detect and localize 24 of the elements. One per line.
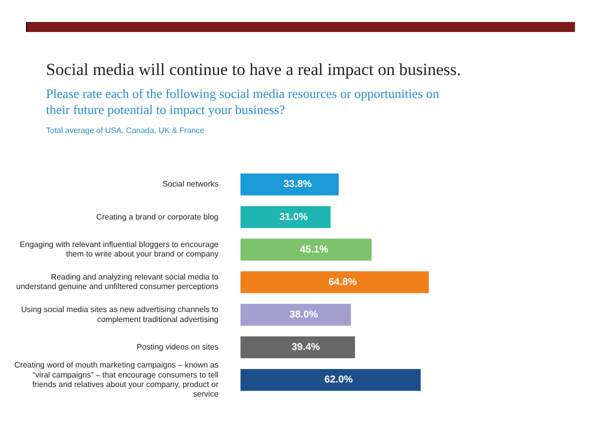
- bar: [240, 336, 356, 358]
- data-label: 33.8%: [283, 179, 312, 190]
- y-tick-label: Posting videos on sites: [136, 342, 218, 352]
- data-label: 31.0%: [279, 212, 308, 223]
- data-label: 62.0%: [324, 374, 353, 386]
- bar: [240, 238, 372, 261]
- y-tick-label: Using social media sites as new advertising channels to complement traditional advertising: [21, 305, 220, 324]
- chart-title: Social media will continue to have a real impact on business.: [46, 60, 462, 80]
- y-tick-label: Engaging with relevant influential bloggers to encourage them to write about your brand or company: [20, 240, 220, 259]
- y-tick-label: Creating word of mouth marketing campaigns – known as “viral campaigns” – that encourage consumers to tell friends and relatives about your company, product or service: [14, 360, 220, 399]
- data-label: 39.4%: [292, 342, 320, 354]
- text: Total average of USA, Canada, UK & France: [46, 126, 206, 135]
- y-tick-label: Reading and analyzing relevant social media to understand genuine and unfiltered consumer perceptions: [16, 272, 220, 292]
- bar: [240, 368, 421, 391]
- data-label: 64.8%: [328, 276, 357, 288]
- y-tick-label: Creating a brand or corporate blog: [96, 212, 218, 222]
- y-tick-label: Social networks: [162, 180, 218, 189]
- bar: [240, 206, 331, 228]
- bar: [240, 304, 351, 326]
- data-label: 38.0%: [290, 310, 318, 321]
- data-label: 45.1%: [300, 244, 328, 256]
- chart-subtitle: Please rate each of the following social media resources or opportunities on their future potential to impact your business?: [46, 86, 440, 118]
- bar: [240, 174, 339, 196]
- bar: [240, 271, 429, 294]
